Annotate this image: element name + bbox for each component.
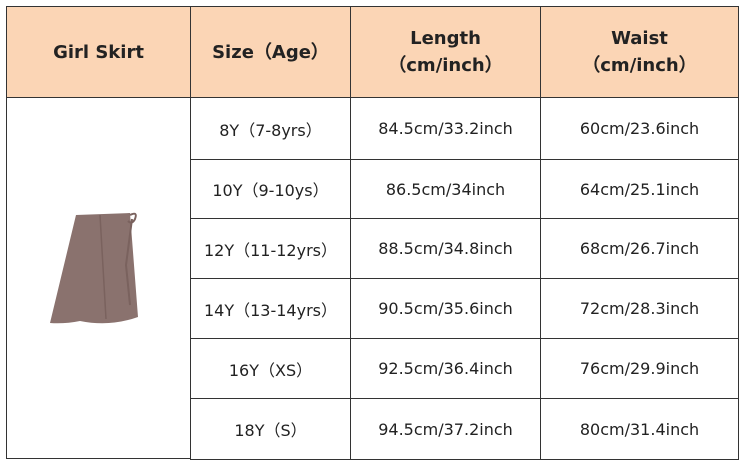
cell-text: 90.5cm/35.6inch	[378, 299, 513, 318]
cell-text: 14Y（13-14yrs）	[203, 300, 337, 320]
cell-text: 86.5cm/34inch	[385, 179, 506, 199]
body-cell: 76cm/29.9inch	[540, 338, 739, 399]
header-cell: Waist （cm/inch）	[540, 6, 739, 98]
header-cell: Size（Age）	[190, 6, 351, 98]
cell-text: Waist	[611, 28, 668, 49]
header-cell: Length （cm/inch）	[350, 6, 541, 98]
header-cell: Girl Skirt	[6, 6, 191, 98]
body-cell: 16Y（XS）	[190, 338, 351, 399]
body-cell: 72cm/28.3inch	[540, 278, 739, 339]
body-cell: 12Y（11-12yrs）	[190, 218, 351, 279]
body-cell: 90.5cm/35.6inch	[350, 278, 541, 339]
body-cell: 94.5cm/37.2inch	[350, 398, 541, 460]
cell-text: 64cm/25.1inch	[579, 179, 700, 199]
cell-text: 76cm/29.9inch	[579, 359, 700, 378]
cell-text: （cm/inch）	[582, 55, 697, 76]
body-cell: 18Y（S）	[190, 398, 351, 460]
cell-text: 16Y（XS）	[228, 360, 313, 380]
body-cell: 88.5cm/34.8inch	[350, 218, 541, 279]
cell-text: 72cm/28.3inch	[579, 299, 700, 318]
body-cell: 92.5cm/36.4inch	[350, 338, 541, 399]
cell-text: 10Y（9-10ys）	[212, 181, 329, 200]
body-cell: 8Y（7-8yrs）	[190, 97, 351, 160]
cell-text: 88.5cm/34.8inch	[378, 239, 513, 258]
cell-text: Length	[410, 28, 481, 49]
body-cell: 10Y（9-10ys）	[190, 159, 351, 219]
cell-text: 68cm/26.7inch	[579, 239, 700, 258]
cell-text: 18Y（S）	[234, 421, 307, 440]
body-cell: 14Y（13-14yrs）	[190, 278, 351, 339]
cell-text: 8Y（7-8yrs）	[219, 120, 322, 140]
body-cell: 64cm/25.1inch	[540, 159, 739, 219]
body-cell: 86.5cm/34inch	[350, 159, 541, 219]
cell-text: （cm/inch）	[388, 55, 503, 76]
body-cell: 60cm/23.6inch	[540, 97, 739, 160]
body-cell: 80cm/31.4inch	[540, 398, 739, 460]
body-cell: 68cm/26.7inch	[540, 218, 739, 279]
cell-text: Girl Skirt	[53, 41, 144, 63]
cell-text: 80cm/31.4inch	[579, 419, 700, 439]
cell-text: 92.5cm/36.4inch	[378, 359, 513, 378]
cell-text: 60cm/23.6inch	[579, 119, 700, 138]
cell-text: 12Y（11-12yrs）	[203, 240, 337, 260]
skirt-image	[50, 212, 138, 324]
body-cell: 84.5cm/33.2inch	[350, 97, 541, 160]
cell-text: Size（Age）	[212, 41, 329, 63]
cell-text: 94.5cm/37.2inch	[378, 419, 513, 439]
cell-text: 84.5cm/33.2inch	[378, 119, 513, 138]
